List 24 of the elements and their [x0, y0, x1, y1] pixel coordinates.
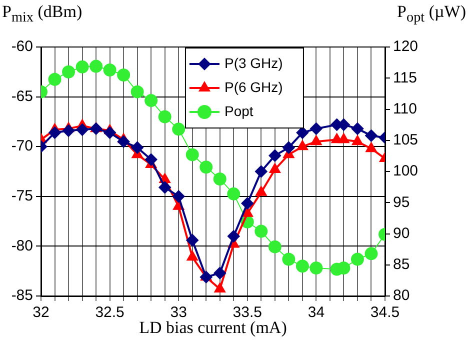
y-axis-title: P$_{mix}$ (dBm): [2, 2, 82, 26]
y2-tick-label: 110: [393, 100, 417, 118]
y-tick-label: -80: [11, 237, 33, 254]
y-tick-label: -60: [11, 38, 33, 56]
y2-tick-label: 100: [393, 162, 418, 180]
legend-label: Popt: [224, 102, 254, 119]
legend-label: P(6 GHz): [224, 78, 283, 95]
y-tick-label: -85: [11, 287, 33, 304]
y2-axis-title: P$_{opt}$ (µW): [397, 2, 466, 26]
x-tick-label: 34.5: [370, 304, 400, 322]
y2-tick-label: 85: [393, 256, 410, 274]
y-tick-label: -75: [11, 188, 33, 205]
legend-label: P(3 GHz): [224, 54, 283, 71]
y2-tick-label: 120: [393, 38, 418, 56]
y2-tick-label: 95: [393, 194, 410, 211]
y2-tick-label: 115: [393, 69, 417, 86]
x-tick-label: 34: [308, 304, 325, 322]
y2-tick-label: 105: [393, 132, 418, 149]
y-tick-label: -70: [11, 138, 33, 155]
x-tick-label: 32.5: [95, 304, 124, 322]
y2-tick-label: 80: [393, 287, 410, 304]
y2-tick-label: 90: [393, 224, 410, 242]
y-tick-label: -65: [11, 88, 33, 105]
x-tick-label: 32: [32, 304, 50, 322]
